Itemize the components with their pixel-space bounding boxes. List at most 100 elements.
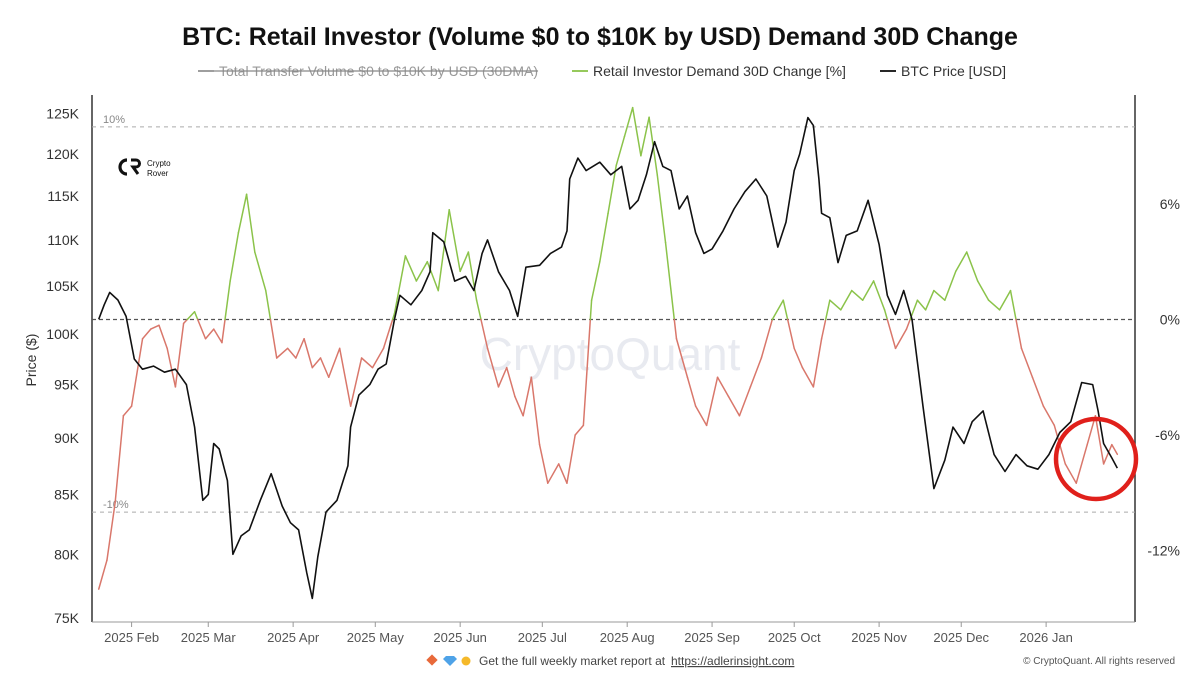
right-axis-ticks: 6% 0% -6% -12% [1147,196,1180,559]
demand-segment [122,405,133,417]
legend-item-price[interactable]: BTC Price [USD] [901,63,1006,79]
demand-segment [106,501,116,561]
demand-segment [623,106,634,138]
demand-segment [824,299,831,321]
demand-segment [269,318,278,359]
demand-segment [486,347,500,388]
demand-segment [182,318,189,325]
demand-segment [574,424,585,436]
footer: Get the full weekly market report at htt… [426,654,1175,668]
left-tick-label: 115K [47,188,79,204]
demand-segment [212,328,223,344]
demand-segment [237,193,248,234]
x-tick-label: 2025 Dec [933,630,989,645]
demand-segment [1075,443,1088,484]
demand-segment [716,376,730,398]
demand-segment [382,318,394,350]
demand-segment [933,289,946,301]
demand-segment [850,289,864,301]
right-tick-label: 6% [1160,196,1180,212]
demand-segment [327,347,341,379]
demand-segment [1009,289,1017,321]
left-tick-label: 120K [46,146,79,162]
x-tick-label: 2025 Sep [684,630,740,645]
left-tick-label: 105K [46,278,79,294]
demand-segment [338,347,352,407]
demand-segment [349,357,363,407]
demand-segment [295,337,305,359]
highlight-circle [1053,416,1139,502]
logo-r-icon [130,158,141,175]
left-axis-ticks: 125K 120K 115K 110K 105K 100K 95K 90K 85K 80K 75K [46,106,79,626]
demand-segment [820,318,827,340]
left-tick-label: 80K [54,546,80,562]
demand-segment [286,347,297,359]
x-tick-label: 2026 Jan [1019,630,1073,645]
demand-segment [196,318,207,340]
right-tick-label: 0% [1160,311,1180,327]
series-demand [97,106,1119,590]
demand-segment [905,318,911,330]
x-axis-ticks: 2025 Feb 2025 Mar 2025 Apr 2025 May 2025 Jun… [104,622,1073,645]
footer-link[interactable]: https://adlerinsight.com [671,654,794,668]
demand-segment [303,337,314,369]
series-line-btc-price [97,116,1119,600]
left-tick-label: 110K [47,232,79,248]
demand-segment [475,299,482,321]
demand-segment [675,337,689,379]
demand-segment [186,311,196,321]
x-tick-label: 2025 Oct [768,630,821,645]
reference-lines: 10% -10% [92,114,1135,513]
legend: Total Transfer Volume $0 to $10K by USD … [198,63,1006,79]
demand-segment [640,116,650,157]
demand-segment [976,280,990,301]
demand-segment [371,347,385,369]
x-tick-label: 2025 Nov [851,630,907,645]
demand-segment [557,463,568,484]
x-tick-label: 2025 Mar [181,630,237,645]
demand-segment [840,289,853,311]
left-tick-label: 90K [54,430,80,446]
demand-segment [97,559,108,590]
demand-segment [448,208,461,273]
x-tick-label: 2025 Aug [600,630,655,645]
demand-segment [582,318,592,427]
demand-segment [760,318,774,359]
demand-segment [1031,376,1045,407]
reference-line-label: 10% [103,114,125,126]
demand-segment [694,405,708,427]
demand-segment [415,260,429,282]
demand-segment [522,376,533,417]
demand-segment [229,232,240,282]
demand-segment [505,366,516,398]
demand-segment [664,241,676,321]
logo-c-icon [118,158,128,176]
demand-segment [916,299,927,311]
demand-segment [566,434,576,484]
demand-segment [894,328,908,350]
demand-segment [786,318,795,350]
demand-segment [631,106,642,157]
demand-segment [599,212,609,263]
demand-segment [872,280,886,311]
demand-segment [1015,318,1023,350]
demand-segment [886,318,897,350]
reference-line-label: -10% [103,499,129,511]
demand-segment [1064,463,1077,484]
demand-segment [319,357,330,379]
demand-segment [404,255,418,282]
left-tick-label: 85K [54,486,80,502]
demand-segment [782,299,789,321]
demand-segment [727,395,741,417]
demand-segment [114,415,125,504]
left-tick-label: 95K [54,377,80,393]
demand-segment [254,251,267,292]
gem-icon [443,656,457,666]
demand-segment [391,312,396,321]
x-tick-label: 2025 Jun [433,630,487,645]
demand-segment [130,337,144,407]
demand-segment [497,366,508,388]
demand-segment [360,357,374,369]
demand-segment [275,347,289,359]
legend-item-demand[interactable]: Retail Investor Demand 30D Change [%] [593,63,846,79]
